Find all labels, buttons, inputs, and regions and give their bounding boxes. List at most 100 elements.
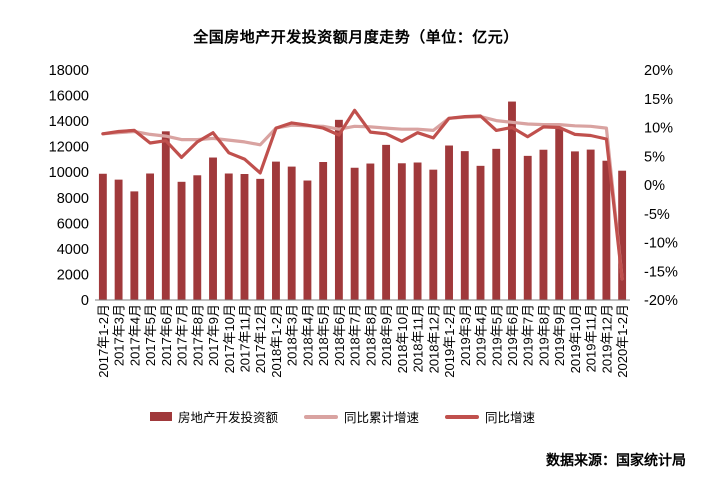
x-tick-label: 2018年9月 [379, 304, 394, 366]
bar [303, 180, 312, 300]
x-tick-label: 2018年3月 [285, 304, 300, 366]
y-left-tick-label: 4000 [57, 242, 89, 258]
x-tick-label: 2017年3月 [112, 304, 127, 366]
x-tick-label: 2018年6月 [332, 304, 347, 366]
x-tick-label: 2017年1-2月 [96, 304, 111, 378]
y-right-tick-label: 20% [644, 63, 673, 79]
y-right-tick-label: 15% [644, 92, 673, 108]
x-tick-label: 2020年1-2月 [615, 304, 630, 378]
y-left-tick-label: 12000 [49, 140, 89, 156]
y-left-tick-label: 2000 [57, 267, 89, 283]
y-left-tick-label: 8000 [57, 191, 89, 207]
y-right-tick-label: 10% [644, 121, 673, 137]
x-tick-label: 2017年4月 [127, 304, 142, 366]
legend-label-cumulative: 同比累计增速 [344, 410, 420, 425]
line-series [101, 108, 624, 281]
x-tick-label: 2018年5月 [316, 304, 331, 366]
cumulative-growth-line [101, 114, 624, 281]
y-right-tick-label: 5% [644, 149, 665, 165]
x-tick-label: 2018年8月 [363, 304, 378, 366]
bar [602, 160, 611, 300]
x-axis: 2017年1-2月 2017年3月 2017年4月 2017年5月 2017年6月 201… [96, 304, 630, 378]
y-right-tick-label: 0% [644, 178, 665, 194]
y-right-tick-label: -15% [644, 264, 678, 280]
bar [476, 165, 485, 300]
legend-item-cumulative: 同比累计增速 [304, 407, 419, 426]
x-tick-label: 2019年8月 [536, 304, 551, 366]
bar [177, 181, 186, 300]
x-tick-label: 2019年7月 [521, 304, 536, 366]
bar [319, 162, 328, 300]
legend-label-yoy: 同比增速 [485, 410, 536, 425]
x-tick-label: 2018年11月 [411, 304, 426, 372]
legend-label-bar: 房地产开发投资额 [178, 410, 279, 425]
bar [508, 101, 516, 300]
bar [146, 173, 155, 300]
y-left-tick-label: 0 [81, 293, 89, 309]
bar [570, 151, 579, 300]
bar [523, 155, 532, 300]
x-tick-label: 2017年12月 [253, 304, 268, 373]
bar [209, 157, 217, 300]
x-tick-label: 2017年5月 [143, 304, 158, 366]
y-left-tick-label: 16000 [49, 89, 89, 105]
bar-series [98, 101, 627, 300]
chart-title: 全国房地产开发投资额月度走势（单位：亿元） [193, 28, 519, 46]
bar [618, 170, 627, 300]
source-note: 数据来源：国家统计局 [546, 453, 686, 469]
bar [256, 178, 265, 300]
x-tick-label: 2019年3月 [458, 304, 473, 366]
x-tick-label: 2019年9月 [552, 304, 567, 366]
legend-swatch-yoy [445, 414, 480, 419]
bar [240, 174, 249, 300]
bar [382, 144, 391, 300]
bar [334, 119, 343, 300]
bar [539, 149, 548, 300]
bar [555, 128, 564, 300]
y-left-tick-label: 18000 [49, 63, 89, 79]
y-right-tick-label: -20% [644, 293, 678, 309]
legend-item-yoy: 同比增速 [445, 407, 535, 426]
bar [272, 161, 280, 300]
y-right-axis: -20% -15% -10% -5% 0% 5% 10% 15% 20% [644, 63, 678, 309]
y-left-tick-label: 14000 [49, 114, 89, 130]
x-tick-label: 2017年6月 [159, 304, 174, 366]
bar [492, 148, 501, 300]
bar [586, 149, 595, 300]
x-tick-label: 2019年5月 [489, 304, 504, 366]
x-tick-label: 2018年12月 [426, 304, 441, 373]
x-tick-label: 2017年9月 [206, 304, 221, 366]
x-tick-label: 2019年4月 [474, 304, 489, 366]
bar [130, 191, 139, 300]
bar [193, 175, 202, 300]
x-tick-label: 2017年11月 [237, 304, 252, 372]
legend-item-bar: 房地产开发投资额 [150, 407, 278, 426]
bar [413, 162, 422, 300]
x-tick-label: 2019年1-2月 [442, 304, 457, 378]
x-tick-label: 2017年7月 [175, 304, 190, 366]
bar [224, 173, 233, 300]
x-tick-label: 2018年10月 [395, 304, 410, 373]
bar [287, 166, 296, 300]
legend-swatch-bar [150, 412, 172, 421]
x-tick-label: 2019年11月 [584, 304, 599, 372]
y-right-tick-label: -10% [644, 236, 678, 252]
y-left-axis: 0 2000 4000 6000 8000 10000 12000 14000 16000 180… [49, 63, 89, 309]
x-tick-label: 2017年10月 [222, 304, 237, 373]
x-tick-label: 2019年10月 [568, 304, 583, 373]
x-tick-label: 2019年12月 [599, 304, 614, 373]
bar [114, 179, 123, 300]
legend: 房地产开发投资额 同比累计增速 同比增速 [150, 407, 561, 426]
bar [98, 173, 107, 300]
x-tick-label: 2018年1-2月 [269, 304, 284, 378]
bar [161, 131, 170, 300]
y-left-tick-label: 10000 [49, 165, 89, 181]
x-tick-label: 2018年4月 [300, 304, 315, 366]
x-tick-label: 2018年7月 [348, 304, 363, 366]
bar [350, 167, 359, 300]
bar [366, 163, 375, 300]
yoy-growth-line [101, 108, 624, 281]
x-tick-label: 2019年6月 [505, 304, 520, 366]
bar [429, 169, 438, 300]
